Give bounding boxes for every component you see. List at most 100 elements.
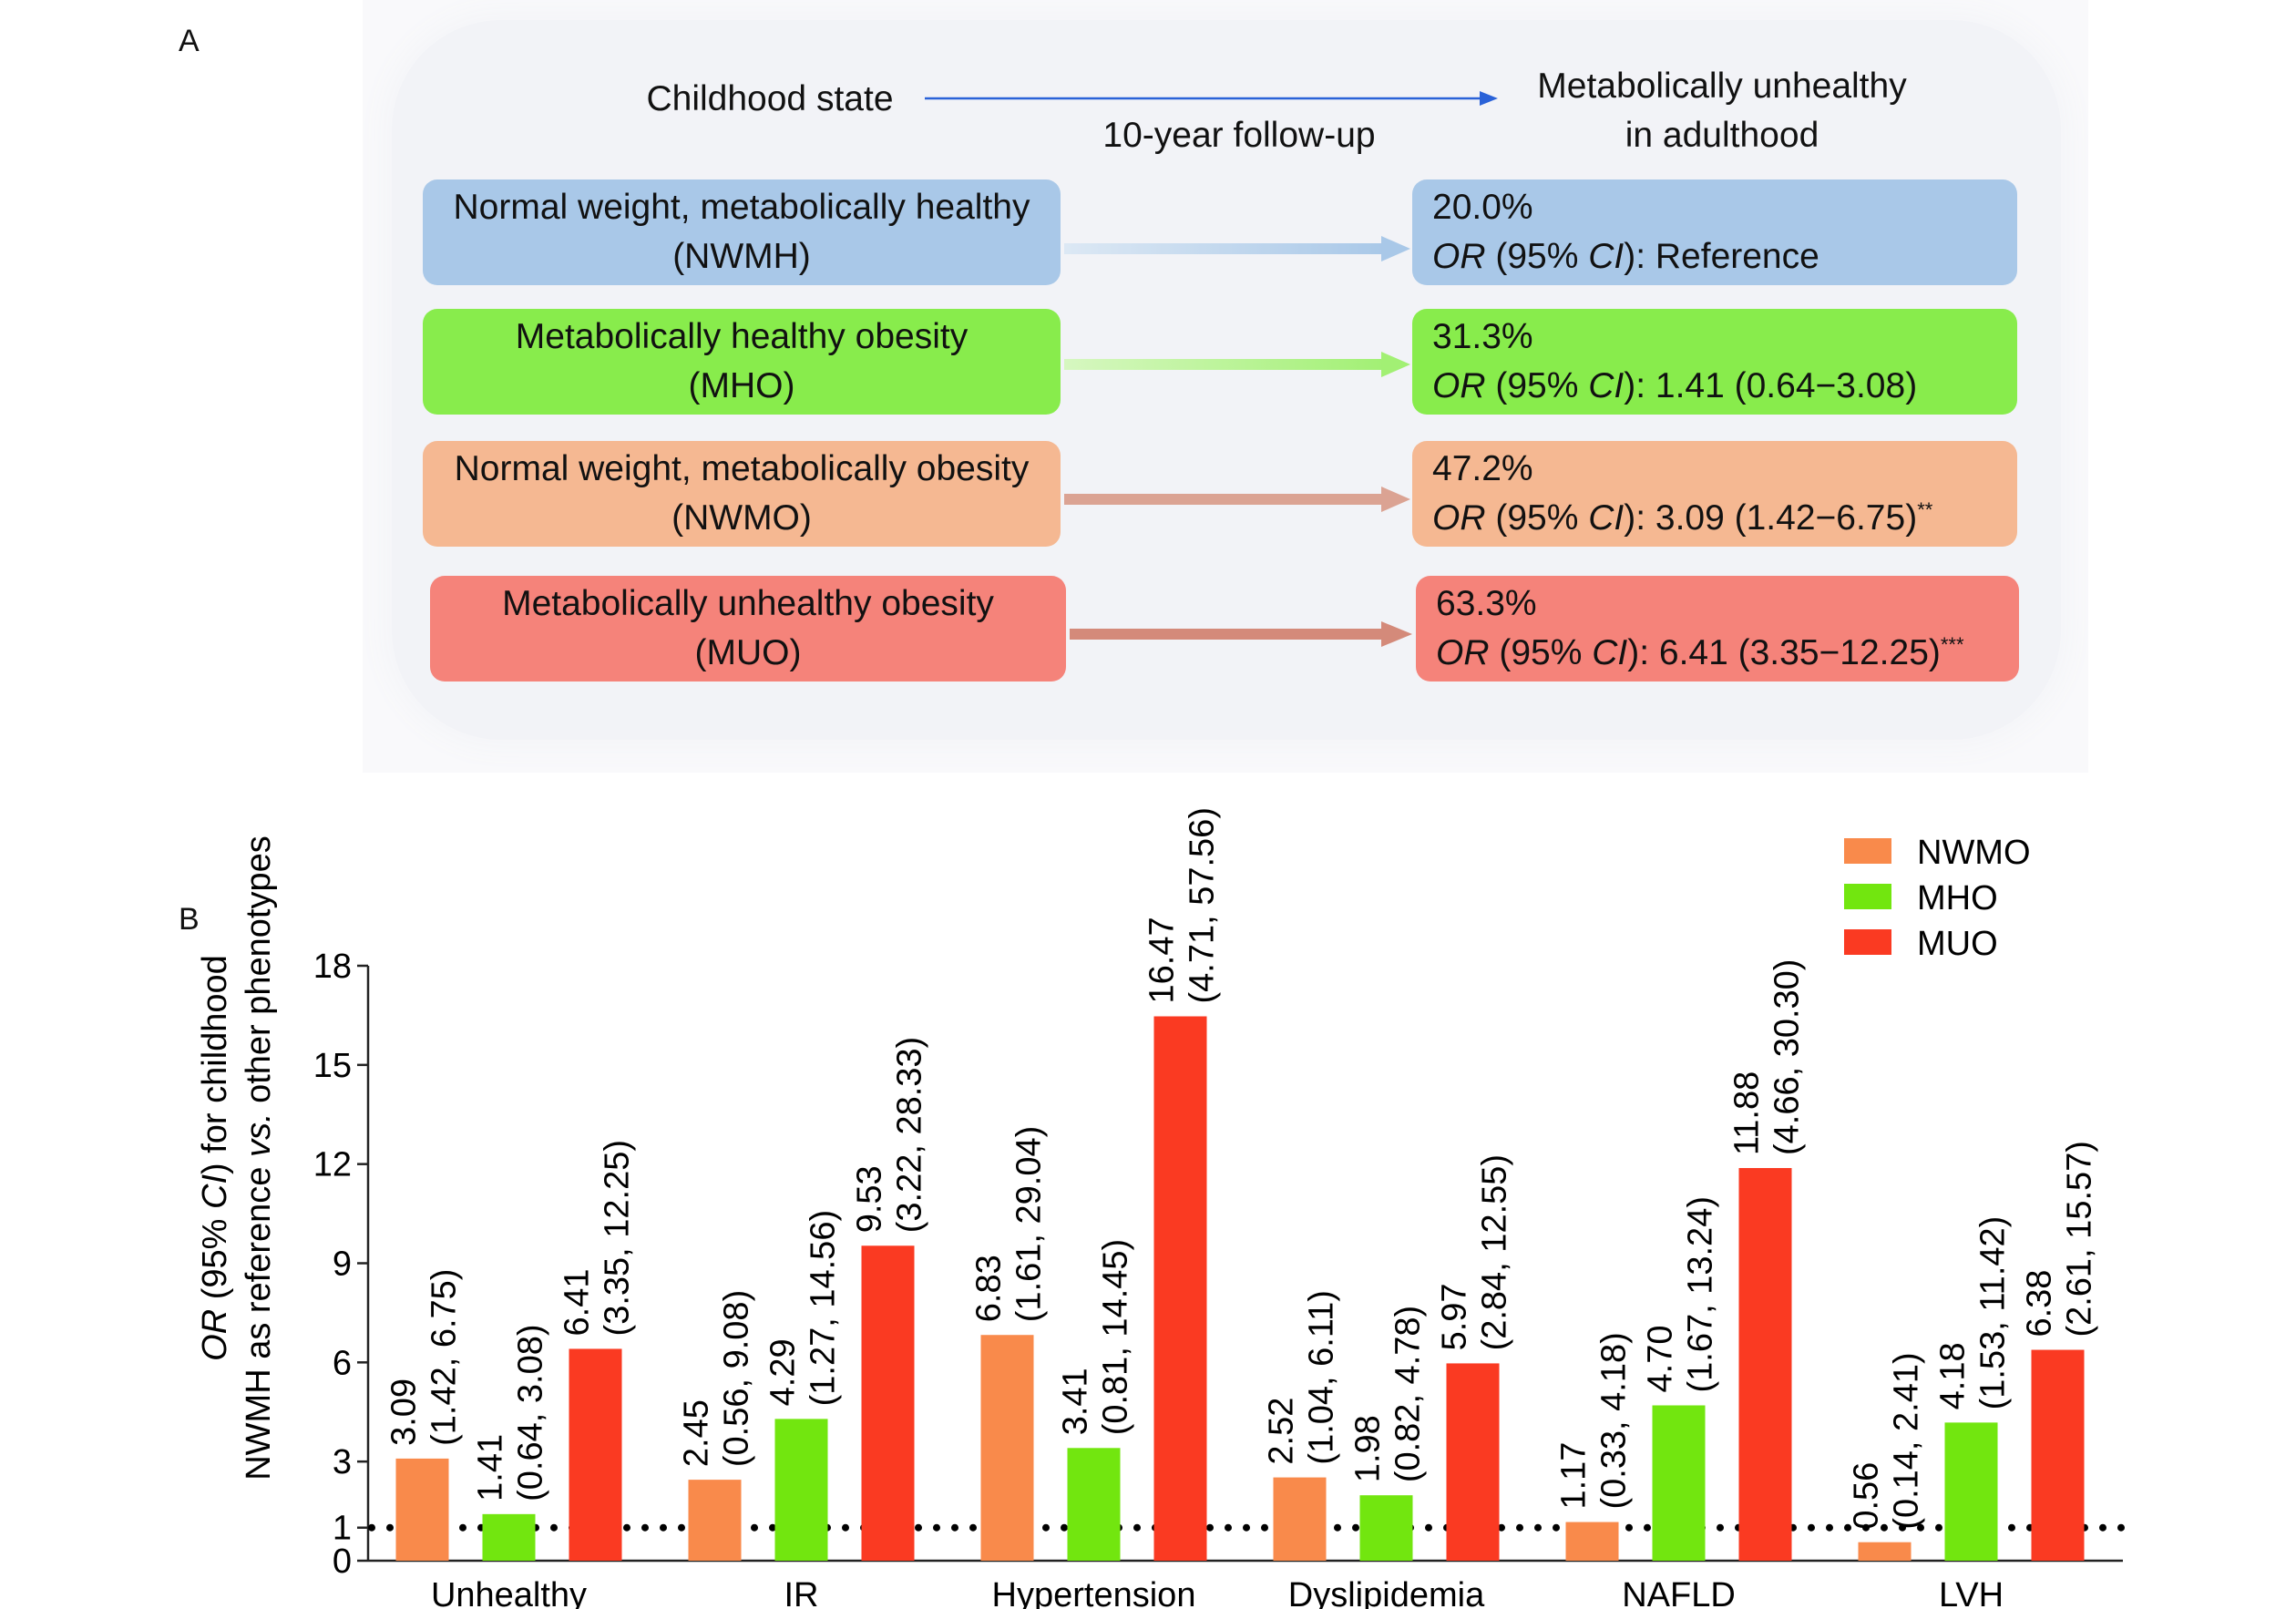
legend-label-mho: MHO [1917, 879, 1998, 917]
bar-mho [1944, 1422, 1998, 1561]
header-outcome-line2: in adulthood [1625, 116, 1819, 155]
bar-value-label: 2.45 [678, 1399, 716, 1467]
bar-value-label: 1.17 [1555, 1442, 1594, 1510]
outcome-box-nwmo: 47.2% OR (95% CI): 3.09 (1.42−6.75)** [1412, 441, 2017, 547]
x-category-label: NAFLD [1622, 1576, 1736, 1609]
state-label: Metabolically healthy obesity [515, 317, 969, 356]
connector-arrow-muo [1070, 621, 1412, 647]
bar-ci-label: (0.64, 3.08) [512, 1325, 550, 1501]
bar-nwmo [1273, 1477, 1327, 1561]
bar-value-label: 6.41 [559, 1268, 597, 1336]
header-outcome: Metabolically unhealthy in adulthood [1494, 62, 1950, 160]
state-label: Metabolically unhealthy obesity [502, 584, 994, 623]
y-tick-label: 15 [313, 1047, 352, 1085]
bar-ci-label: (0.82, 4.78) [1389, 1306, 1428, 1482]
outcome-or: OR (95% CI): 6.41 (3.35−12.25)*** [1436, 633, 1964, 672]
bar-nwmo [688, 1480, 742, 1561]
bar-ci-label: (0.81, 14.45) [1097, 1239, 1135, 1435]
state-box-nwmo: Normal weight, metabolically obesity (NW… [423, 441, 1061, 547]
y-tick-label: 18 [313, 948, 352, 986]
bar-nwmo [395, 1458, 449, 1561]
y-tick-label: 0 [333, 1542, 352, 1581]
y-tick-label: 6 [333, 1344, 352, 1382]
bar-chart: 01 3 6 9 12 15 18 Unhealthy IR Hypertension Dyslip… [196, 807, 2127, 1609]
bar-muo [569, 1348, 622, 1561]
x-category-label: Unhealthy [431, 1576, 587, 1609]
panel-a-label: A [179, 24, 200, 58]
y-tick-label: 12 [313, 1146, 352, 1184]
x-category-label: Hypertension [992, 1576, 1196, 1609]
bar-ci-label: (1.04, 6.11) [1303, 1290, 1341, 1465]
legend-swatch-mho [1844, 884, 1891, 909]
x-category-label: IR [784, 1576, 819, 1609]
bar-ci-label: (3.22, 28.33) [891, 1037, 929, 1233]
bar-mho [1067, 1448, 1121, 1561]
legend-swatch-nwmo [1844, 838, 1891, 864]
bar-value-label: 3.09 [385, 1378, 424, 1446]
bar-ci-label: (2.84, 12.55) [1476, 1154, 1514, 1350]
bar-value-label: 3.41 [1057, 1368, 1095, 1435]
y-tick-label: 1 [333, 1510, 352, 1548]
bar-nwmo [1565, 1522, 1619, 1561]
bar-muo [861, 1245, 915, 1561]
connector-arrow-nwmh [1064, 236, 1410, 261]
bar-ci-label: (1.42, 6.75) [425, 1269, 464, 1446]
bar-ci-label: (3.35, 12.25) [599, 1140, 637, 1336]
bar-value-label: 1.98 [1349, 1415, 1388, 1482]
bar-muo [1153, 1016, 1207, 1561]
bar-mho [482, 1513, 536, 1561]
bar-value-label: 1.41 [472, 1434, 510, 1501]
bar-muo [2031, 1349, 2085, 1561]
bar-ci-label: (0.14, 2.41) [1888, 1352, 1926, 1529]
legend-label-nwmo: NWMO [1917, 834, 2031, 872]
bar-value-label: 0.56 [1848, 1462, 1886, 1530]
state-label: Normal weight, metabolically healthy [453, 188, 1030, 227]
bar-ci-label: (4.71, 57.56) [1184, 807, 1222, 1003]
outcome-box-muo: 63.3% OR (95% CI): 6.41 (3.35−12.25)*** [1416, 576, 2019, 682]
y-tick-label: 3 [333, 1443, 352, 1481]
bar-muo [1446, 1363, 1500, 1561]
state-abbrev: (MUO) [694, 633, 802, 672]
bar-value-label: 4.70 [1642, 1326, 1680, 1393]
bar-value-label: 11.88 [1728, 1071, 1767, 1155]
bar-nwmo [1858, 1542, 1912, 1561]
state-abbrev: (NWMO) [671, 498, 812, 538]
outcome-percent: 31.3% [1432, 317, 1533, 356]
header-outcome-line1: Metabolically unhealthy [1537, 67, 1907, 106]
bar-value-label: 6.38 [2021, 1270, 2059, 1337]
state-abbrev: (NWMH) [672, 237, 811, 276]
bar-mho [1652, 1405, 1706, 1561]
bar-value-label: 5.97 [1436, 1283, 1474, 1350]
chart-legend: NWMO MHO MUO [1844, 834, 2031, 963]
bar-ci-label: (0.33, 4.18) [1595, 1332, 1634, 1509]
chart-bars [395, 1016, 2085, 1561]
bar-value-label: 2.52 [1263, 1398, 1301, 1465]
outcome-box-nwmh: 20.0% OR (95% CI): Reference [1412, 179, 2017, 285]
connector-arrow-nwmo [1064, 487, 1410, 512]
bar-ci-label: (4.66, 30.30) [1768, 959, 1807, 1155]
x-category-label: LVH [1939, 1576, 2004, 1609]
state-box-nwmh: Normal weight, metabolically healthy (NW… [423, 179, 1061, 285]
state-abbrev: (MHO) [688, 366, 795, 405]
bar-ci-label: (1.27, 14.56) [805, 1210, 843, 1406]
panel-b-label: B [179, 902, 200, 937]
bar-value-label: 4.29 [764, 1338, 803, 1406]
follow-up-arrow [925, 91, 1498, 106]
bar-value-label: 4.18 [1934, 1342, 1973, 1409]
legend-swatch-muo [1844, 929, 1891, 955]
legend-label-muo: MUO [1917, 925, 1998, 963]
bar-ci-label: (1.61, 29.04) [1010, 1126, 1049, 1322]
bar-mho [1359, 1495, 1413, 1561]
outcome-or: OR (95% CI): 1.41 (0.64−3.08) [1432, 366, 1918, 405]
outcome-or: OR (95% CI): 3.09 (1.42−6.75)** [1432, 498, 1933, 538]
bar-ci-label: (0.56, 9.08) [718, 1290, 756, 1467]
state-label: Normal weight, metabolically obesity [454, 449, 1030, 488]
outcome-percent: 63.3% [1436, 584, 1537, 623]
bar-mho [774, 1419, 828, 1561]
connector-arrow-mho [1064, 352, 1410, 377]
bar-ci-label: (1.53, 11.42) [1974, 1216, 2013, 1410]
bar-ci-label: (1.67, 13.24) [1682, 1196, 1720, 1392]
x-category-label: Dyslipidemia [1288, 1576, 1485, 1609]
outcome-percent: 20.0% [1432, 188, 1533, 227]
outcome-or: OR (95% CI): Reference [1432, 237, 1819, 276]
